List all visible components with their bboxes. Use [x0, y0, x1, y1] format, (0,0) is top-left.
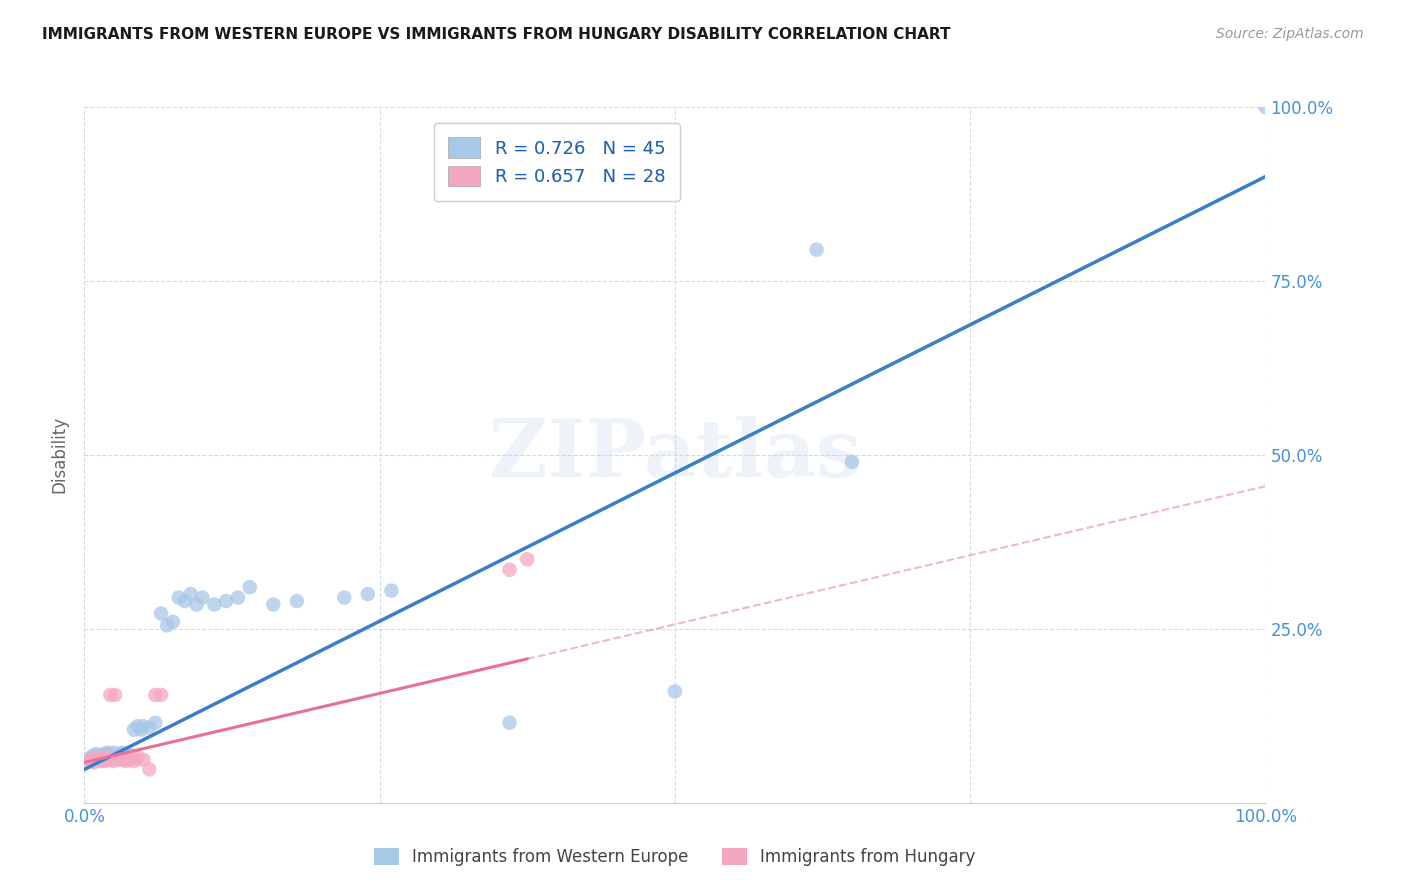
- Point: [111, 753, 134, 767]
- Text: ZIPatlas: ZIPatlas: [489, 416, 860, 494]
- Legend: R = 0.726   N = 45, R = 0.657   N = 28: R = 0.726 N = 45, R = 0.657 N = 28: [433, 123, 681, 201]
- Point: [97, 753, 120, 767]
- Point: [191, 591, 214, 605]
- Point: [91, 750, 114, 764]
- Point: [156, 618, 179, 632]
- Point: [97, 750, 120, 764]
- Point: [202, 598, 225, 612]
- Point: [98, 748, 121, 763]
- Point: [215, 594, 238, 608]
- Point: [173, 594, 195, 608]
- Text: IMMIGRANTS FROM WESTERN EUROPE VS IMMIGRANTS FROM HUNGARY DISABILITY CORRELATION: IMMIGRANTS FROM WESTERN EUROPE VS IMMIGR…: [42, 27, 950, 42]
- Legend: Immigrants from Western Europe, Immigrants from Hungary: Immigrants from Western Europe, Immigran…: [366, 840, 984, 875]
- Point: [97, 747, 120, 761]
- Point: [80, 754, 103, 768]
- Point: [162, 615, 184, 629]
- Point: [118, 748, 141, 763]
- Point: [239, 580, 262, 594]
- Point: [841, 455, 863, 469]
- Point: [104, 688, 127, 702]
- Point: [101, 754, 124, 768]
- Point: [108, 747, 131, 761]
- Point: [138, 721, 160, 735]
- Point: [83, 748, 105, 763]
- Point: [138, 763, 160, 777]
- Point: [122, 723, 145, 737]
- Point: [83, 756, 105, 770]
- Point: [380, 583, 402, 598]
- Point: [121, 750, 143, 764]
- Point: [127, 719, 149, 733]
- Point: [186, 598, 208, 612]
- Point: [498, 563, 520, 577]
- Point: [143, 715, 166, 730]
- Point: [114, 750, 136, 764]
- Point: [90, 754, 112, 768]
- Point: [516, 552, 538, 566]
- Point: [226, 591, 249, 605]
- Point: [122, 754, 145, 768]
- Point: [114, 754, 136, 768]
- Point: [357, 587, 380, 601]
- Point: [87, 753, 110, 767]
- Point: [132, 753, 155, 767]
- Point: [84, 750, 107, 764]
- Point: [118, 753, 141, 767]
- Point: [107, 753, 129, 767]
- Point: [91, 748, 114, 763]
- Point: [262, 598, 284, 612]
- Point: [1254, 100, 1277, 114]
- Point: [129, 723, 152, 737]
- Point: [127, 750, 149, 764]
- Point: [98, 688, 121, 702]
- Point: [180, 587, 202, 601]
- Point: [79, 750, 101, 764]
- Point: [143, 688, 166, 702]
- Point: [285, 594, 308, 608]
- Point: [498, 715, 520, 730]
- Point: [150, 688, 173, 702]
- Point: [333, 591, 356, 605]
- Point: [167, 591, 190, 605]
- Point: [87, 753, 110, 767]
- Point: [94, 754, 117, 768]
- Point: [94, 750, 117, 764]
- Point: [132, 719, 155, 733]
- Point: [91, 753, 114, 767]
- Point: [91, 747, 114, 761]
- Point: [107, 748, 129, 763]
- Point: [150, 607, 173, 621]
- Point: [97, 746, 120, 760]
- Point: [111, 746, 134, 760]
- Point: [103, 746, 125, 760]
- Point: [121, 748, 143, 763]
- Text: Source: ZipAtlas.com: Source: ZipAtlas.com: [1216, 27, 1364, 41]
- Point: [84, 747, 107, 761]
- Point: [806, 243, 828, 257]
- Point: [108, 750, 131, 764]
- Point: [664, 684, 686, 698]
- Y-axis label: Disability: Disability: [51, 417, 69, 493]
- Point: [77, 753, 100, 767]
